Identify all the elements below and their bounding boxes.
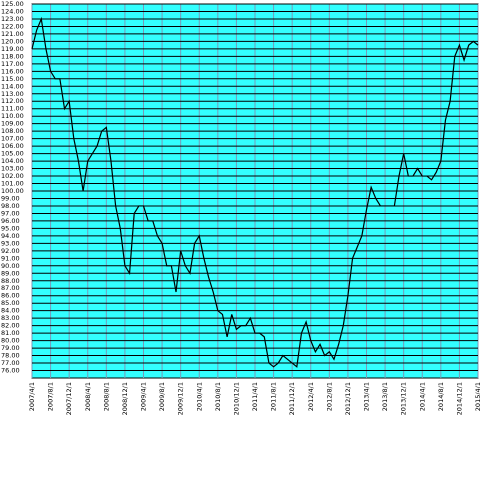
y-tick-label: 99.00 — [1, 194, 20, 202]
y-tick-label: 100.00 — [1, 187, 24, 195]
x-tick-label: 2011/12/1 — [288, 382, 296, 415]
y-tick-label: 85.00 — [1, 299, 20, 307]
y-tick-label: 90.00 — [1, 262, 20, 270]
y-tick-label: 109.00 — [1, 120, 24, 128]
x-tick-label: 2015/4/1 — [474, 382, 480, 411]
y-tick-label: 104.00 — [1, 157, 24, 165]
y-tick-label: 94.00 — [1, 232, 20, 240]
y-tick-label: 103.00 — [1, 165, 24, 173]
y-tick-label: 79.00 — [1, 344, 20, 352]
y-tick-label: 113.00 — [1, 90, 24, 98]
x-tick-label: 2010/12/1 — [232, 382, 240, 415]
x-tick-label: 2008/12/1 — [121, 382, 129, 415]
x-tick-label: 2013/4/1 — [363, 382, 371, 411]
y-tick-label: 117.00 — [1, 60, 24, 68]
x-tick-label: 2007/4/1 — [28, 382, 36, 411]
x-tick-label: 2011/4/1 — [251, 382, 259, 411]
y-tick-label: 91.00 — [1, 254, 20, 262]
y-tick-label: 115.00 — [1, 75, 24, 83]
x-tick-label: 2012/8/1 — [325, 382, 333, 411]
x-tick-label: 2011/8/1 — [270, 382, 278, 411]
x-tick-label: 2008/4/1 — [84, 382, 92, 411]
y-tick-label: 107.00 — [1, 135, 24, 143]
x-tick-label: 2014/4/1 — [418, 382, 426, 411]
y-tick-label: 89.00 — [1, 269, 20, 277]
y-tick-label: 95.00 — [1, 224, 20, 232]
y-tick-label: 102.00 — [1, 172, 24, 180]
y-tick-label: 123.00 — [1, 15, 24, 23]
y-tick-label: 111.00 — [1, 105, 24, 113]
y-tick-label: 78.00 — [1, 352, 20, 360]
y-tick-label: 76.00 — [1, 367, 20, 375]
y-tick-label: 96.00 — [1, 217, 20, 225]
y-tick-label: 101.00 — [1, 180, 24, 188]
x-tick-label: 2010/4/1 — [195, 382, 203, 411]
y-tick-label: 80.00 — [1, 337, 20, 345]
y-tick-label: 77.00 — [1, 359, 20, 367]
y-tick-label: 112.00 — [1, 97, 24, 105]
x-tick-label: 2009/8/1 — [158, 382, 166, 411]
x-tick-label: 2007/12/1 — [65, 382, 73, 415]
y-tick-label: 93.00 — [1, 239, 20, 247]
x-tick-label: 2014/8/1 — [437, 382, 445, 411]
y-tick-label: 98.00 — [1, 202, 20, 210]
y-tick-label: 119.00 — [1, 45, 24, 53]
x-tick-label: 2013/8/1 — [381, 382, 389, 411]
x-tick-label: 2009/12/1 — [177, 382, 185, 415]
y-tick-label: 116.00 — [1, 67, 24, 75]
y-tick-label: 81.00 — [1, 329, 20, 337]
y-tick-label: 121.00 — [1, 30, 24, 38]
y-tick-label: 118.00 — [1, 52, 24, 60]
y-tick-label: 110.00 — [1, 112, 24, 120]
y-tick-label: 122.00 — [1, 22, 24, 30]
y-tick-label: 125.00 — [1, 0, 24, 8]
y-tick-label: 83.00 — [1, 314, 20, 322]
x-tick-label: 2007/8/1 — [47, 382, 55, 411]
y-tick-label: 97.00 — [1, 209, 20, 217]
x-tick-label: 2014/12/1 — [455, 382, 463, 415]
y-tick-label: 108.00 — [1, 127, 24, 135]
y-tick-label: 87.00 — [1, 284, 20, 292]
y-tick-label: 92.00 — [1, 247, 20, 255]
x-tick-label: 2010/8/1 — [214, 382, 222, 411]
y-tick-label: 106.00 — [1, 142, 24, 150]
y-tick-label: 120.00 — [1, 37, 24, 45]
x-tick-label: 2012/12/1 — [344, 382, 352, 415]
x-tick-label: 2009/4/1 — [140, 382, 148, 411]
y-tick-label: 82.00 — [1, 322, 20, 330]
price-line — [31, 16, 479, 368]
y-tick-label: 88.00 — [1, 277, 20, 285]
x-tick-label: 2008/8/1 — [102, 382, 110, 411]
y-tick-label: 114.00 — [1, 82, 24, 90]
x-tick-label: 2013/12/1 — [400, 382, 408, 415]
y-tick-label: 86.00 — [1, 292, 20, 300]
y-tick-label: 84.00 — [1, 307, 20, 315]
y-tick-label: 105.00 — [1, 150, 24, 158]
y-tick-label: 124.00 — [1, 7, 24, 15]
x-tick-label: 2012/4/1 — [307, 382, 315, 411]
